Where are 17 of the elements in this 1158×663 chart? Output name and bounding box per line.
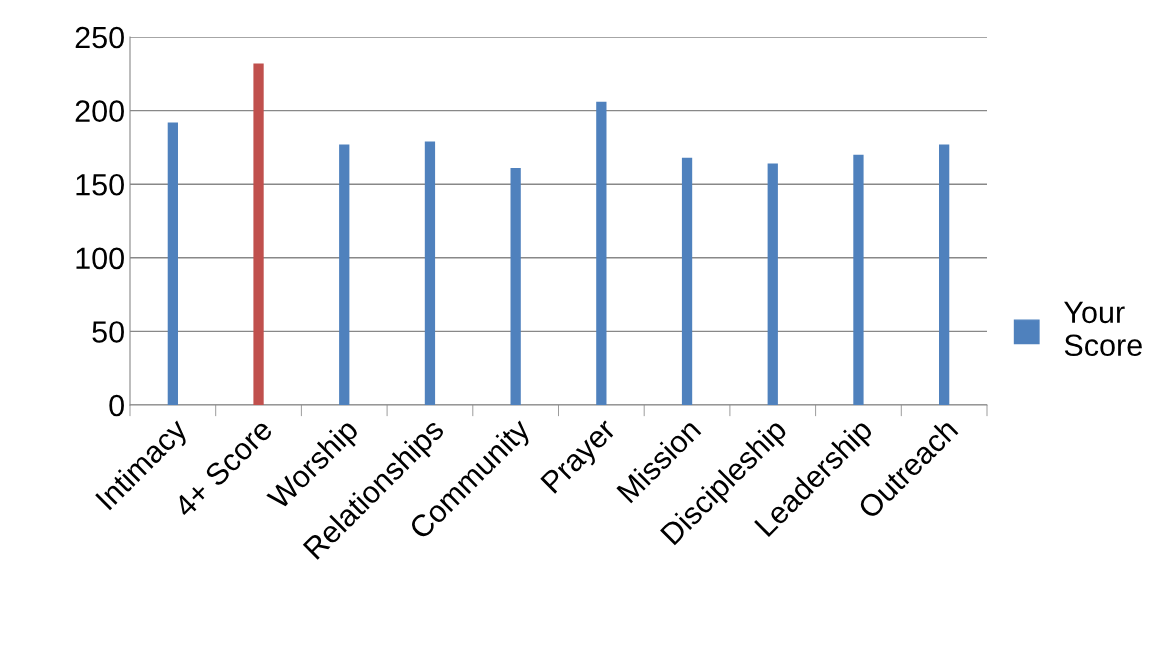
y-tick-label: 50: [92, 321, 124, 343]
y-tick-label: 100: [76, 247, 124, 270]
bar: [939, 144, 950, 405]
y-tick-label: 0: [109, 394, 124, 417]
bar: [767, 163, 778, 405]
y-tick-label: 200: [75, 100, 124, 122]
bar: [853, 154, 864, 405]
bar: [167, 122, 178, 405]
bar: [253, 63, 264, 405]
legend-label: Your Score: [1064, 301, 1142, 357]
y-tick-label: 150: [76, 173, 124, 196]
bar: [596, 101, 607, 405]
y-tick-label: 250: [75, 26, 124, 49]
bar: [681, 157, 693, 405]
bar: [510, 168, 521, 405]
bar: [424, 141, 436, 405]
bar: [339, 144, 350, 405]
